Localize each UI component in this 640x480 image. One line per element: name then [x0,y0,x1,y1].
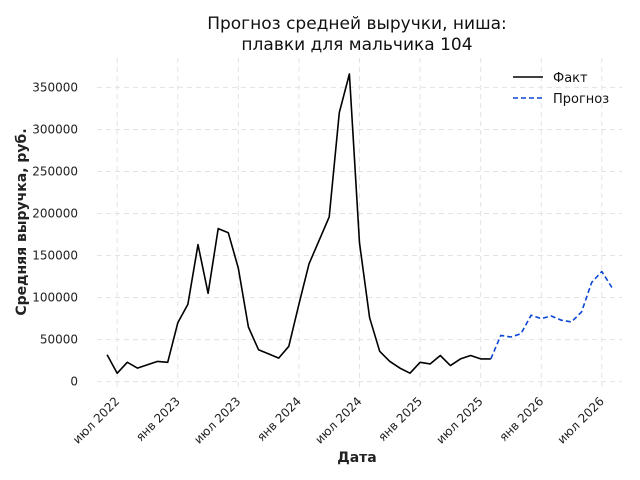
x-axis-label: Дата [337,450,376,466]
grid [97,58,622,390]
forecast-line [490,270,613,360]
y-tick-label: 100000 [32,291,78,305]
x-tick-label: июл 2022 [70,394,122,446]
chart-title-line-1: Прогноз средней выручки, ниша: [207,14,507,34]
legend-label-forecast: Прогноз [553,92,609,107]
chart-title-line-2: плавки для мальчика 104 [241,35,472,55]
x-axis-ticks: июл 2022 янв 2023 июл 2023 янв 2024 июл 2024… [70,394,607,446]
x-tick-label: июл 2026 [555,394,607,446]
y-tick-label: 150000 [32,249,78,263]
y-tick-label: 200000 [32,206,78,220]
x-tick-label: янв 2025 [375,394,425,444]
actual-line [106,73,491,375]
x-tick-label: июл 2024 [312,394,364,446]
y-tick-label: 250000 [32,164,78,178]
legend: Факт Прогноз [513,71,609,107]
x-tick-label: янв 2026 [497,394,547,444]
x-tick-label: янв 2023 [133,394,183,444]
y-axis-label: Средняя выручка, руб. [14,128,30,315]
x-tick-label: янв 2024 [254,394,304,444]
y-axis-ticks: 0 50000 100000 150000 200000 250000 300000 3500… [32,80,78,388]
series [106,73,613,375]
y-tick-label: 0 [70,375,78,389]
x-tick-label: июл 2025 [433,394,485,446]
y-tick-label: 300000 [32,122,78,136]
y-tick-label: 50000 [40,333,78,347]
y-tick-label: 350000 [32,80,78,94]
legend-label-fact: Факт [553,71,588,86]
x-tick-label: июл 2023 [191,394,243,446]
